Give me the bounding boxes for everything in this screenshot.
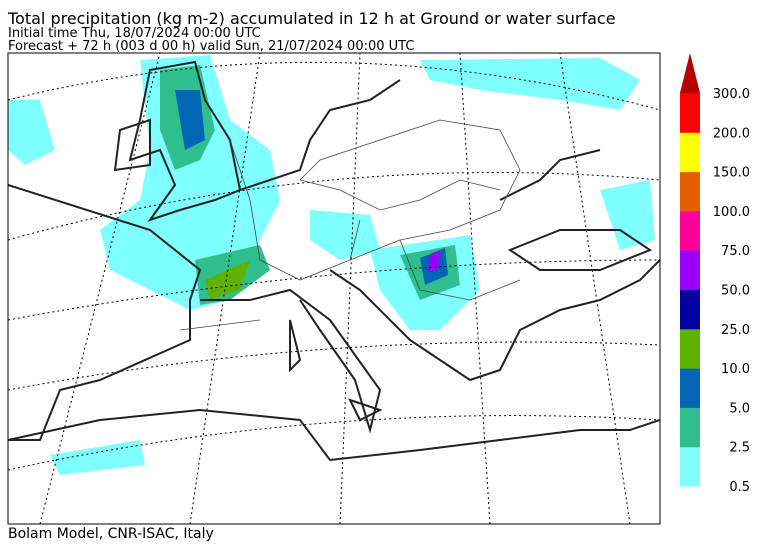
- coastline: [128, 60, 242, 222]
- colorbar-label: 200.0: [713, 126, 750, 141]
- precip-area: [205, 260, 250, 300]
- precip-area: [420, 58, 640, 110]
- coastline: [499, 149, 601, 201]
- title: Total precipitation (kg m-2) accumulated…: [7, 9, 616, 28]
- coastline: [507, 229, 653, 271]
- precip-area: [8, 100, 55, 165]
- colorbar-segment: [680, 250, 700, 290]
- initial-time: Initial time Thu, 18/07/2024 00:00 UTC: [8, 26, 261, 41]
- colorbar-segment: [680, 446, 700, 487]
- colorbar-segment: [680, 289, 700, 330]
- colorbar-label: 150.0: [713, 166, 750, 181]
- graticule: [189, 53, 261, 524]
- coastline: [113, 118, 151, 172]
- colorbar-label: 10.0: [721, 362, 750, 377]
- colorbar-extend: [680, 53, 700, 93]
- credit: Bolam Model, CNR-ISAC, Italy: [8, 526, 214, 542]
- coastline: [289, 319, 383, 422]
- coastline: [239, 79, 401, 191]
- colorbar-label: 50.0: [721, 284, 750, 299]
- border: [229, 119, 521, 281]
- graticule: [39, 53, 161, 524]
- colorbar-label: 300.0: [713, 87, 750, 102]
- precip-area: [100, 55, 280, 310]
- map: [7, 52, 661, 525]
- coastline: [8, 184, 202, 441]
- precip-area: [428, 250, 440, 272]
- graticule: [559, 53, 631, 524]
- graticule: [8, 172, 660, 241]
- coastline: [329, 259, 660, 382]
- colorbar-segment: [680, 407, 700, 448]
- colorbar-label: 25.0: [721, 323, 750, 338]
- colorbar-segment: [680, 368, 700, 408]
- coastline: [8, 408, 660, 462]
- colorbar-label: 0.5: [729, 480, 750, 495]
- coastline: [200, 288, 382, 434]
- colorbar-label: 100.0: [713, 205, 750, 220]
- colorbar-segment: [680, 171, 700, 212]
- map-frame: [7, 52, 661, 525]
- colorbar-label: 5.0: [729, 401, 750, 416]
- forecast-time: Forecast + 72 h (003 d 00 h) valid Sun, …: [8, 39, 414, 54]
- colorbar-label: 75.0: [721, 244, 750, 259]
- colorbar: 0.5 2.5 5.0 10.0 25.0 50.0 75.0 100.0 150.0 200.0…: [680, 53, 750, 495]
- precip-area: [600, 180, 655, 250]
- colorbar-segment: [680, 132, 700, 173]
- precip-area: [310, 210, 380, 260]
- colorbar-segment: [680, 328, 700, 369]
- colorbar-segment: [680, 93, 700, 133]
- precip-area: [50, 440, 145, 475]
- precip-area: [175, 90, 205, 150]
- graticule: [459, 53, 491, 524]
- colorbar-segment: [680, 210, 700, 251]
- colorbar-label: 2.5: [729, 441, 750, 456]
- border: [179, 179, 521, 331]
- graticule: [339, 53, 361, 524]
